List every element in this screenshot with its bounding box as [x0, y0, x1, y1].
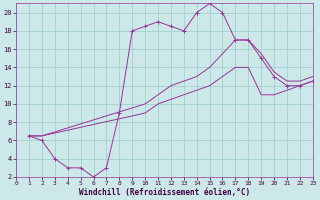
- X-axis label: Windchill (Refroidissement éolien,°C): Windchill (Refroidissement éolien,°C): [79, 188, 250, 197]
